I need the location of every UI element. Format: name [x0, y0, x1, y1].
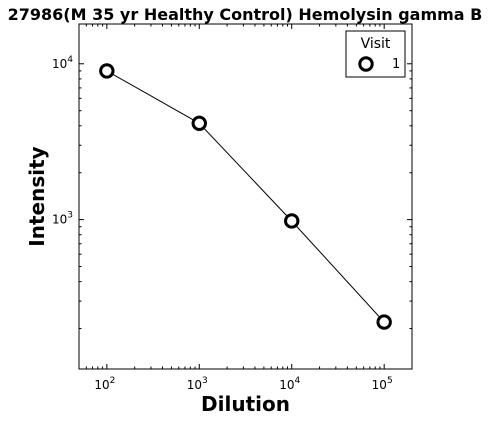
x-tick-label: 102 [94, 376, 115, 392]
legend-entry-label: 1 [392, 57, 400, 72]
legend-title: Visit [361, 36, 391, 52]
major-ticks [79, 24, 412, 369]
chart-title: 27986(M 35 yr Healthy Control) Hemolysin… [8, 5, 483, 24]
y-axis-label: Intensity [25, 146, 49, 246]
x-tick-label: 104 [279, 376, 300, 392]
y-tick-label: 104 [52, 55, 73, 71]
y-tick-label: 103 [52, 211, 73, 227]
x-axis-label: Dilution [201, 392, 290, 416]
data-point [284, 213, 300, 229]
plot-area: 102 103 104 105 103 104 [52, 23, 413, 392]
data-point [191, 115, 207, 132]
legend: Visit 1 [345, 30, 406, 78]
x-tick-label: 103 [187, 376, 208, 392]
x-tick-label: 105 [372, 376, 393, 392]
legend-box [345, 30, 406, 78]
series-layer [99, 63, 392, 330]
plot-frame [78, 23, 413, 370]
series-line [106, 70, 385, 323]
minor-ticks [79, 24, 412, 369]
x-tick-labels: 102 103 104 105 [94, 376, 392, 392]
y-tick-labels: 103 104 [52, 55, 73, 227]
data-point [99, 63, 115, 79]
data-point [376, 314, 392, 330]
legend-marker-circle [358, 56, 374, 72]
